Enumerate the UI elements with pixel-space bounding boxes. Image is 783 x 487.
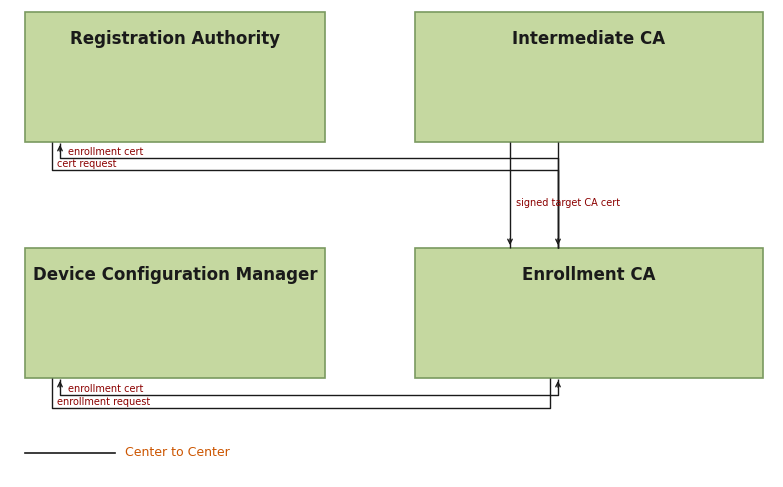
Bar (25, 12, 325, 142)
Text: enrollment request: enrollment request (57, 397, 150, 407)
Text: Center to Center: Center to Center (125, 447, 229, 460)
Bar (415, 12, 763, 142)
Text: enrollment cert: enrollment cert (68, 384, 143, 394)
Bar (25, 248, 325, 378)
Text: Device Configuration Manager: Device Configuration Manager (33, 266, 317, 284)
Text: signed target CA cert: signed target CA cert (516, 198, 620, 208)
Text: Registration Authority: Registration Authority (70, 30, 280, 48)
Text: Intermediate CA: Intermediate CA (512, 30, 666, 48)
Text: cert request: cert request (57, 159, 117, 169)
Text: Enrollment CA: Enrollment CA (522, 266, 655, 284)
Text: enrollment cert: enrollment cert (68, 147, 143, 157)
Bar (415, 248, 763, 378)
